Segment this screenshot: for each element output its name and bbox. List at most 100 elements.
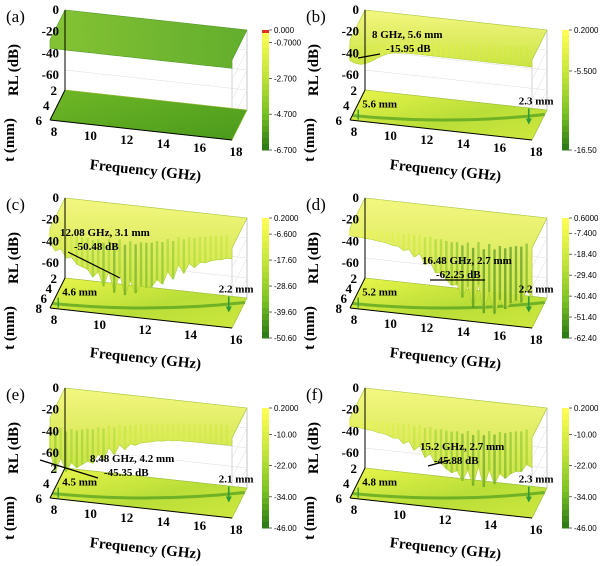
y-tick-label: 4 <box>43 98 50 113</box>
colorbar-tick-label: -7.400 <box>574 229 597 238</box>
colorbar-segment <box>262 254 269 261</box>
colorbar-segment <box>262 302 269 309</box>
panel-label: (b) <box>306 7 326 26</box>
colorbar-tick-label: 0.000 <box>274 26 295 35</box>
z-tick-label: -20 <box>342 24 359 39</box>
panel-label: (a) <box>6 7 25 26</box>
colorbar-segment <box>262 120 269 127</box>
x-axis-line <box>49 307 233 329</box>
x-tick-label: 10 <box>384 128 397 143</box>
x-tick-label: 8 <box>351 124 358 139</box>
colorbar-segment <box>562 438 569 445</box>
colorbar-segment <box>562 314 569 321</box>
colorbar-tick-label: -51.40 <box>574 313 597 322</box>
x-axis-label: Frequency (GHz) <box>389 535 502 563</box>
colorbar-segment <box>262 60 269 67</box>
wall-gridline <box>231 427 248 459</box>
colorbar-tick-label: -40.40 <box>574 292 597 301</box>
colorbar-segment <box>562 498 569 505</box>
z-tick-label: 0 <box>353 190 360 205</box>
x-tick-label: 18 <box>230 522 244 537</box>
wall-gridline <box>531 257 548 289</box>
colorbar-segment <box>562 84 569 91</box>
x-tick-label: 10 <box>93 317 106 332</box>
x-tick-label: 18 <box>530 332 544 347</box>
colorbar-segment <box>262 420 269 427</box>
y-tick-label: 2 <box>351 271 358 286</box>
low-thickness-label: 5.2 mm <box>362 287 397 299</box>
colorbar-segment <box>262 108 269 115</box>
z-tick-label: -20 <box>42 24 59 39</box>
colorbar-segment <box>562 248 569 255</box>
colorbar-segment <box>262 516 269 523</box>
colorbar-tick-label: -10.00 <box>574 430 597 439</box>
colorbar-segment <box>562 302 569 309</box>
y-tick-label: 2 <box>51 83 58 98</box>
y-axis-line <box>349 277 366 309</box>
colorbar-segment <box>262 332 269 339</box>
colorbar-segment <box>262 54 269 61</box>
colorbar-segment <box>262 480 269 487</box>
colorbar-segment <box>562 326 569 333</box>
x-axis-line <box>349 497 533 519</box>
colorbar-segment <box>562 432 569 439</box>
y-tick-label: 6 <box>41 291 48 306</box>
colorbar-segment <box>262 308 269 315</box>
colorbar-segment <box>262 36 269 43</box>
colorbar-segment <box>562 420 569 427</box>
x-tick-label: 14 <box>484 517 498 532</box>
x-tick-label: 16 <box>193 140 207 155</box>
colorbar-segment <box>562 444 569 451</box>
high-thickness-arrowhead <box>525 496 532 503</box>
x-tick-label: 8 <box>51 124 58 139</box>
x-tick-label: 12 <box>139 322 152 337</box>
colorbar-segment <box>562 30 569 37</box>
colorbar-segment <box>562 320 569 327</box>
colorbar-segment <box>262 84 269 91</box>
colorbar-segment <box>262 320 269 327</box>
panel-e: 0 -20 -40 -60 8 10 12 14 16 18 246 Frequency (GHz) t… <box>2 380 299 563</box>
colorbar-tick-label: -34.00 <box>274 493 297 502</box>
z-tick-label: -60 <box>342 255 359 270</box>
x-axis-label: Frequency (GHz) <box>389 157 502 185</box>
floor-projection <box>349 89 548 141</box>
z-tick-label: -20 <box>42 212 59 227</box>
z-tick-label: -20 <box>342 402 359 417</box>
y-tick-label: 2 <box>51 461 58 476</box>
colorbar-segment <box>562 462 569 469</box>
floor-min-band <box>52 491 245 500</box>
peak-annotation-line1: 16.48 GHz, 2.7 mm <box>422 255 512 267</box>
y-tick-label: 6 <box>336 113 343 128</box>
wall-gridline <box>64 69 248 91</box>
y-tick-label: 6 <box>36 113 43 128</box>
wall-gridline <box>531 237 548 269</box>
colorbar-segment <box>262 486 269 493</box>
colorbar-segment <box>562 126 569 133</box>
wall-gridline <box>231 257 248 289</box>
x-tick-label: 16 <box>493 140 507 155</box>
colorbar-segment <box>562 218 569 225</box>
colorbar-segment <box>562 278 569 285</box>
z-tick-label: 0 <box>353 2 360 17</box>
y-axis-label: t (mm) <box>302 306 318 350</box>
colorbar-segment <box>262 408 269 415</box>
colorbar-segment <box>562 102 569 109</box>
colorbar-tick-label: -6.600 <box>274 230 297 239</box>
colorbar-segment <box>562 468 569 475</box>
colorbar-segment <box>562 72 569 79</box>
high-thickness-label: 2.3 mm <box>519 96 554 108</box>
low-thickness-label: 4.6 mm <box>62 287 97 299</box>
z-tick-label: -40 <box>342 45 359 60</box>
x-tick-label: 14 <box>157 514 171 529</box>
colorbar-tick-label: -22.00 <box>574 462 597 471</box>
y-axis-label: t (mm) <box>2 496 18 540</box>
x-axis-label: Frequency (GHz) <box>389 345 502 373</box>
peak-annotation-line1: 8.48 GHz, 4.2 mm <box>90 453 174 465</box>
colorbar-tick-label: -29.40 <box>574 271 597 280</box>
colorbar-segment <box>562 42 569 49</box>
y-tick-label: 8 <box>336 301 343 316</box>
x-axis-label: Frequency (GHz) <box>89 345 202 373</box>
y-tick-label: 4 <box>346 281 353 296</box>
x-axis-label: Frequency (GHz) <box>89 535 202 563</box>
